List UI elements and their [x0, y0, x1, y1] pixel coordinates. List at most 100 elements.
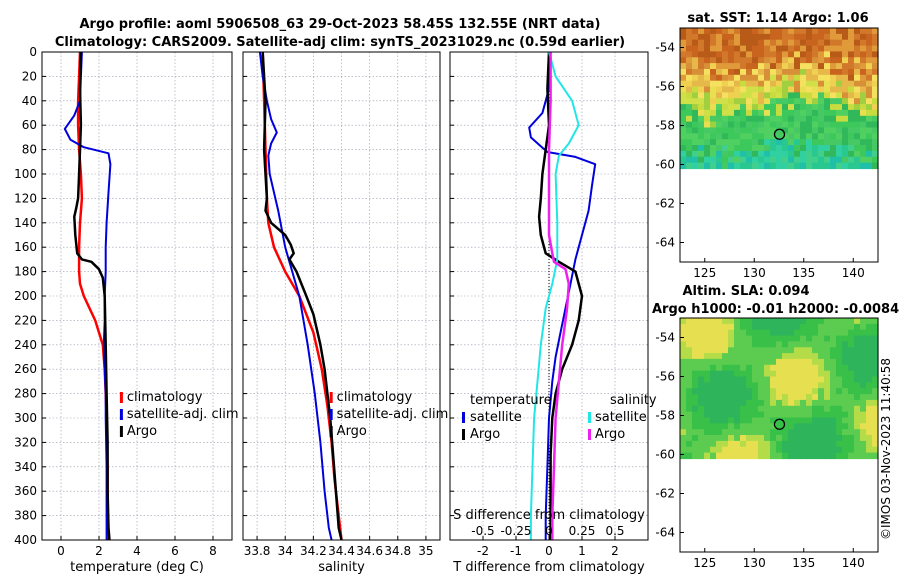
map-cell: [818, 341, 825, 348]
map-cell: [830, 45, 837, 53]
map-cell: [788, 341, 795, 348]
map-cell: [818, 74, 825, 82]
map-cell: [824, 109, 831, 117]
map-cell: [698, 318, 705, 325]
map-cell: [872, 92, 879, 99]
map-cell: [794, 446, 801, 454]
map-cell: [866, 388, 873, 395]
map-cell: [740, 139, 747, 146]
map-cell: [722, 388, 729, 395]
map-cell: [710, 150, 717, 158]
map-cell: [770, 382, 777, 389]
map-cell: [848, 446, 855, 454]
map-cell: [812, 405, 819, 413]
map-cell: [716, 45, 723, 53]
map-cell: [692, 388, 699, 395]
map-cell: [872, 98, 879, 105]
map-cell: [824, 156, 831, 164]
map-cell: [716, 435, 723, 442]
map-cell: [842, 388, 849, 395]
map-cell: [734, 440, 741, 448]
map-cell: [734, 423, 741, 430]
map-cell: [812, 335, 819, 343]
map-cell: [872, 440, 879, 448]
x-tick-label: 6: [171, 544, 179, 558]
map-cell: [794, 335, 801, 343]
map-cell: [842, 133, 849, 140]
map-cell: [854, 429, 861, 436]
map-cell: [758, 109, 765, 117]
map-cell: [800, 358, 807, 366]
map-cell: [758, 452, 765, 460]
map-cell: [740, 388, 747, 395]
map-cell: [794, 80, 801, 88]
map-cell: [716, 382, 723, 389]
map-cell: [716, 417, 723, 424]
map-cell: [866, 435, 873, 442]
map-cell: [704, 347, 711, 354]
map-cell: [716, 127, 723, 134]
map-cell: [722, 429, 729, 436]
map-cell: [722, 405, 729, 413]
map-cell: [794, 394, 801, 401]
map-cell: [824, 323, 831, 331]
map-cell: [764, 435, 771, 442]
map-cell: [746, 156, 753, 164]
map-cell: [758, 382, 765, 389]
map-cell: [794, 28, 801, 35]
map-cell: [806, 358, 813, 366]
map-cell: [704, 429, 711, 436]
map-cell: [842, 318, 849, 325]
map-cell: [746, 440, 753, 448]
map-cell: [830, 370, 837, 378]
map-cell: [752, 341, 759, 348]
map-cell: [806, 39, 813, 47]
map-cell: [776, 335, 783, 343]
map-cell: [830, 57, 837, 64]
map-cell: [770, 115, 777, 123]
y-tick-label: 320: [14, 435, 37, 449]
map-cell: [872, 452, 879, 460]
map-cell: [812, 57, 819, 64]
x-tick-label: 1: [578, 544, 586, 558]
map-cell: [740, 435, 747, 442]
map-cell: [842, 353, 849, 360]
map-cell: [716, 109, 723, 117]
map-cell: [716, 353, 723, 360]
map-cell: [794, 429, 801, 436]
map-cell: [758, 335, 765, 343]
map-cell: [788, 353, 795, 360]
map-cell: [800, 329, 807, 337]
map-cell: [794, 440, 801, 448]
map-cell: [794, 145, 801, 152]
map-cell: [740, 347, 747, 354]
map-cell: [758, 80, 765, 88]
map-cell: [728, 104, 735, 111]
map-cell: [824, 452, 831, 460]
map-cell: [866, 162, 873, 170]
map-cell: [782, 74, 789, 82]
map-cell: [686, 115, 693, 123]
map-cell: [680, 417, 687, 424]
map-cell: [740, 382, 747, 389]
map-cell: [836, 388, 843, 395]
map-cell: [752, 109, 759, 117]
map-cell: [848, 341, 855, 348]
map-cell: [758, 399, 765, 407]
map-cell: [782, 33, 789, 41]
map-cell: [770, 121, 777, 129]
map-cell: [680, 121, 687, 129]
map-cell: [728, 318, 735, 325]
map-cell: [686, 121, 693, 129]
map-cell: [716, 51, 723, 58]
map-cell: [836, 452, 843, 460]
map-cell: [686, 335, 693, 343]
map-cell: [872, 133, 879, 140]
map-cell: [818, 121, 825, 129]
map-cell: [764, 417, 771, 424]
map-cell: [770, 104, 777, 111]
map-cell: [740, 341, 747, 348]
map-cell: [788, 156, 795, 164]
map-cell: [788, 382, 795, 389]
map-cell: [710, 435, 717, 442]
